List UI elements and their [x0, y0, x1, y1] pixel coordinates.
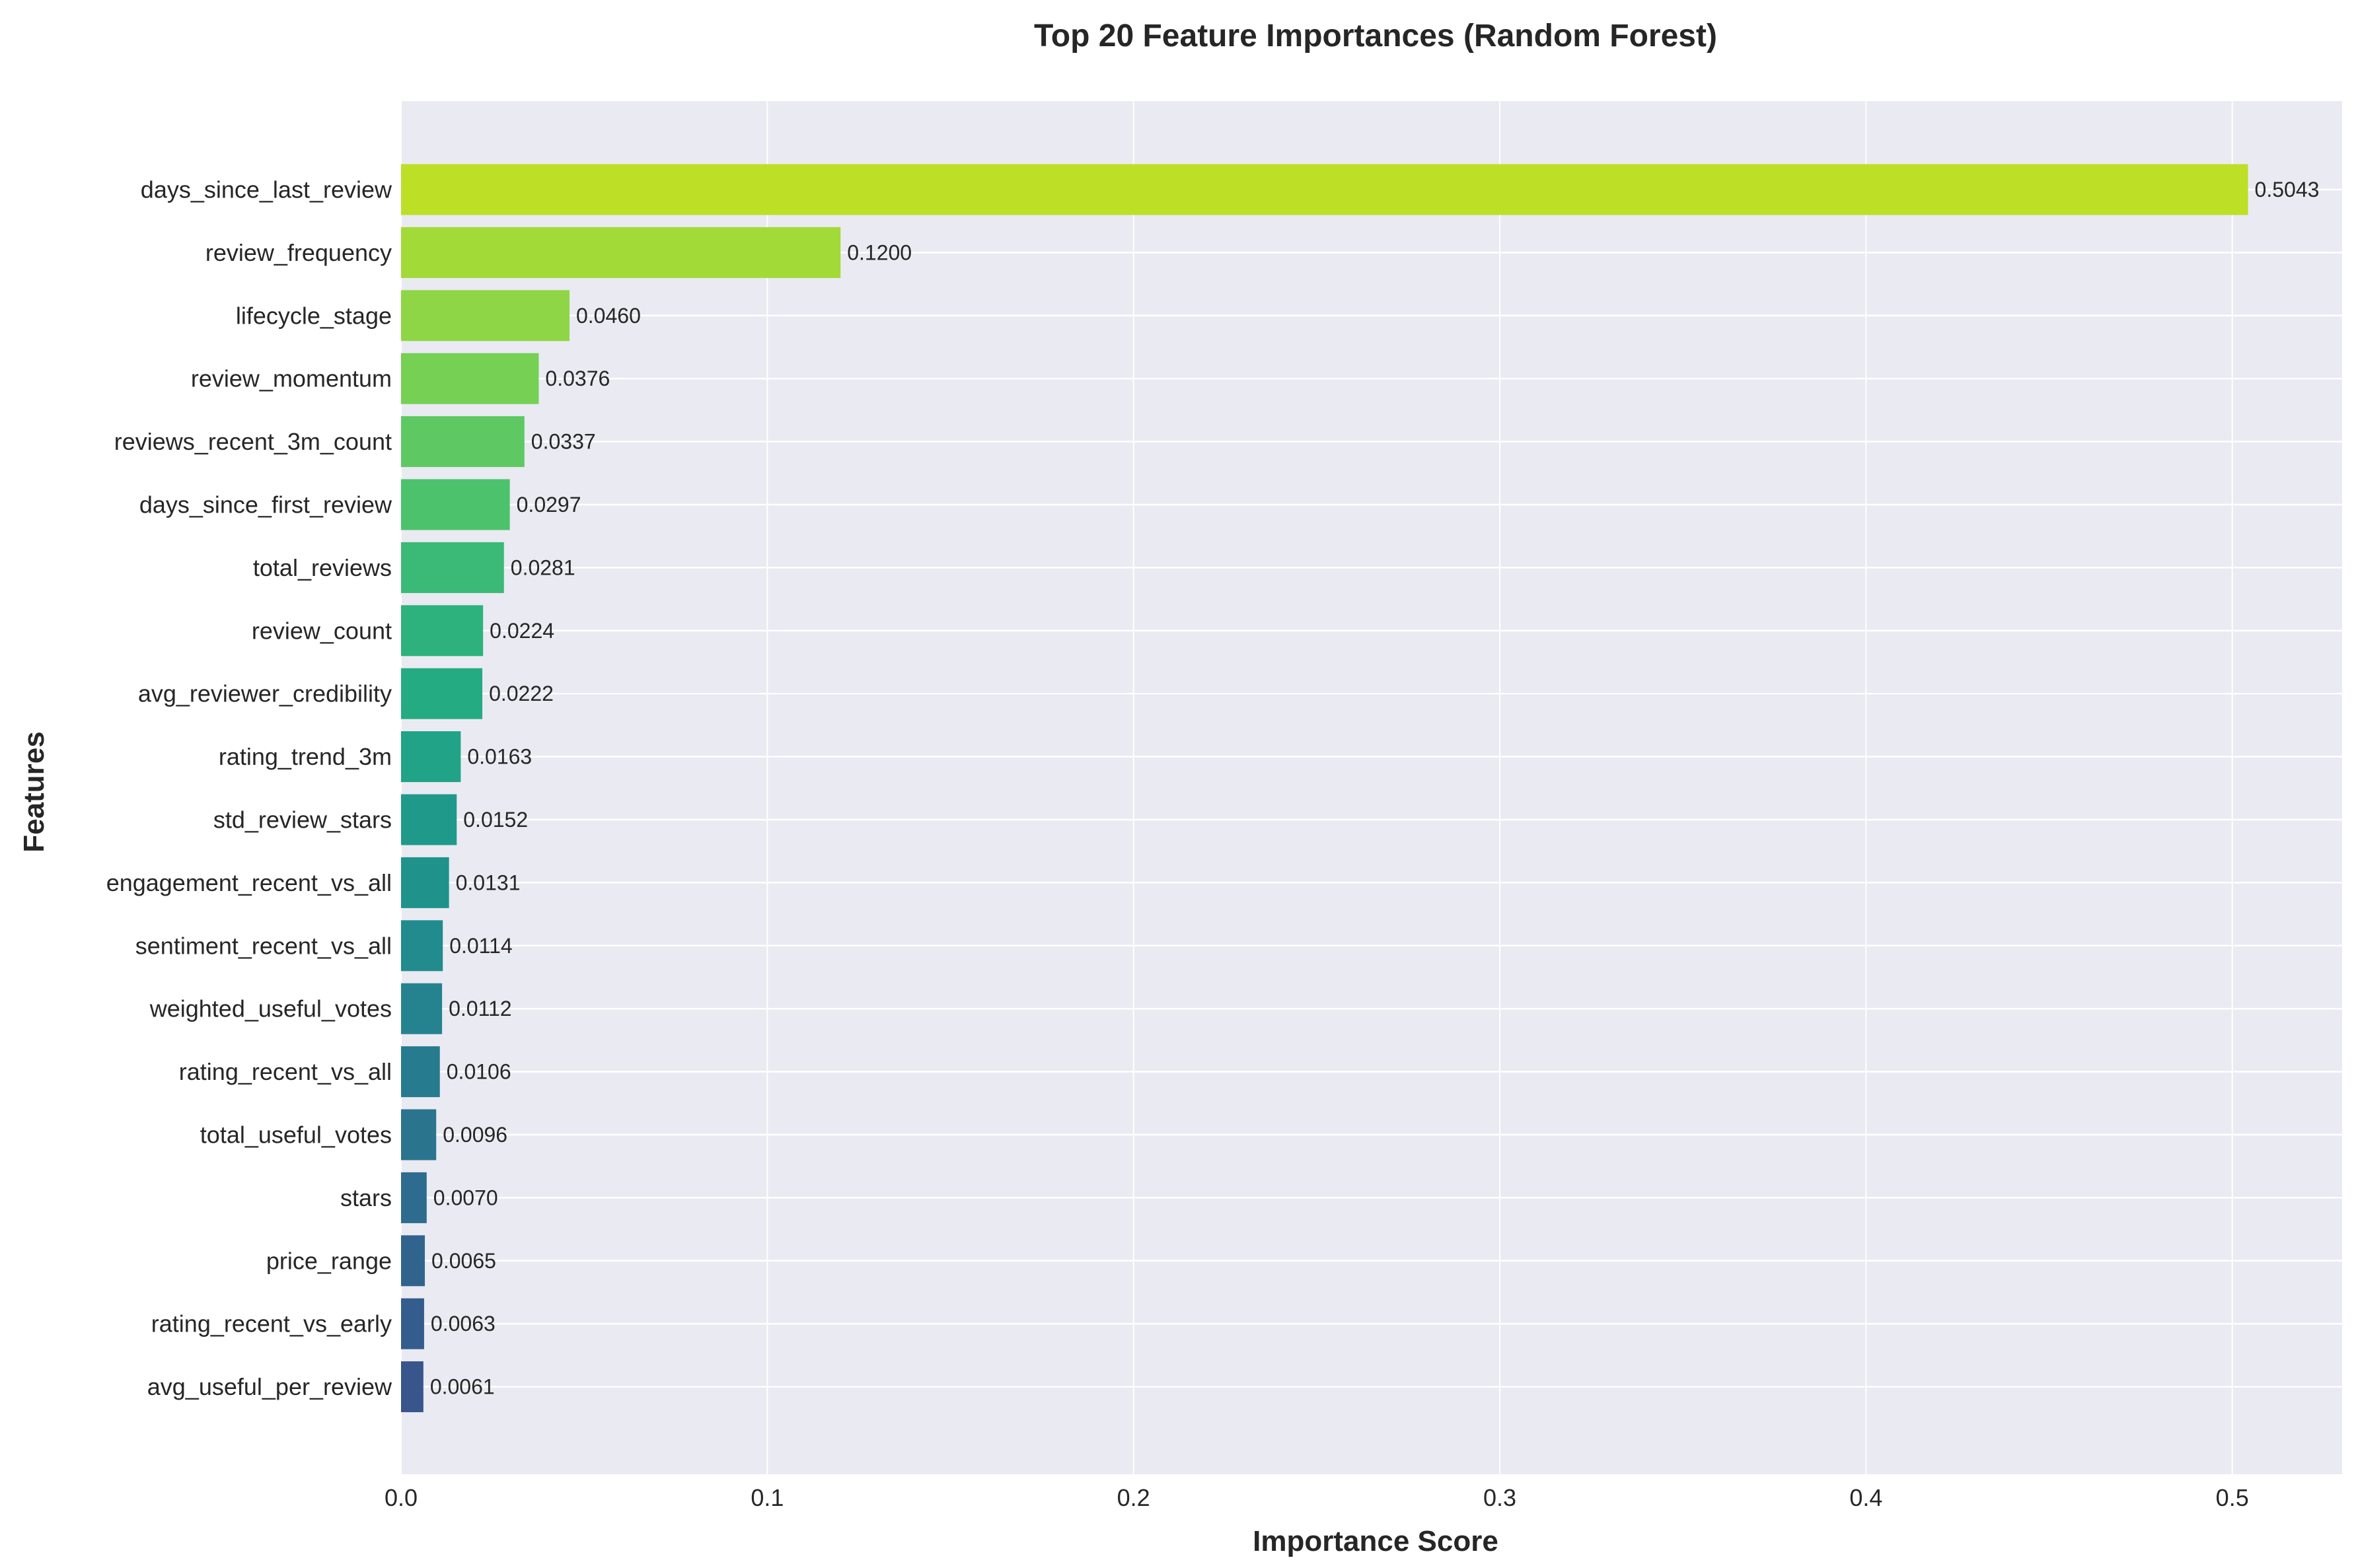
chart-title: Top 20 Feature Importances (Random Fores… — [1034, 18, 1717, 53]
bar-lifecycle-stage — [401, 290, 570, 341]
data-label: 0.0063 — [431, 1312, 496, 1336]
y-tick-label: rating_trend_3m — [219, 743, 392, 770]
bar-total-reviews — [401, 542, 504, 593]
y-tick-label: review_momentum — [191, 365, 392, 392]
data-label: 0.0065 — [431, 1249, 496, 1273]
y-tick-label: days_since_first_review — [139, 491, 392, 518]
bar-days-since-last-review — [401, 164, 2248, 215]
plot-background — [401, 101, 2342, 1474]
y-tick-label: weighted_useful_votes — [149, 995, 392, 1022]
grid-lines — [400, 101, 2342, 1474]
data-label: 0.0222 — [489, 682, 554, 705]
data-label: 0.0224 — [490, 619, 554, 643]
x-tick-label: 0.2 — [1117, 1484, 1150, 1511]
bar-reviews-recent-3m-count — [401, 416, 525, 468]
bar-review-count — [401, 605, 484, 657]
data-label: 0.0070 — [433, 1186, 498, 1209]
data-label: 0.0106 — [447, 1060, 511, 1084]
data-label: 0.0096 — [443, 1123, 507, 1147]
y-tick-label: total_reviews — [253, 554, 392, 581]
y-tick-labels: days_since_last_review review_frequencyli… — [106, 176, 392, 1401]
bar-price-range — [401, 1235, 425, 1287]
y-tick-label: avg_useful_per_review — [147, 1373, 392, 1400]
data-labels: 0.5043 0.1200 0.0460 0.0376 0.0337 0.0297 0.02… — [430, 178, 2320, 1399]
bar-engagement-recent-vs-all — [401, 857, 449, 908]
y-tick-label: engagement_recent_vs_all — [106, 869, 392, 896]
y-tick-label: reviews_recent_3m_count — [114, 428, 392, 455]
x-tick-label: 0.5 — [2216, 1484, 2249, 1511]
y-tick-label: rating_recent_vs_early — [151, 1310, 392, 1337]
y-tick-label: std_review_stars — [213, 806, 392, 834]
x-tick-label: 0.4 — [1849, 1484, 1882, 1511]
bar-weighted-useful-votes — [401, 983, 443, 1034]
x-tick-label: 0.1 — [751, 1484, 784, 1511]
data-label: 0.0152 — [463, 808, 528, 832]
data-label: 0.0112 — [449, 997, 512, 1020]
data-label: 0.0061 — [430, 1375, 495, 1399]
data-label: 0.5043 — [2255, 178, 2320, 201]
bar-avg-reviewer-credibility — [401, 668, 483, 719]
data-label: 0.0114 — [449, 934, 513, 958]
bar-rating-trend-3m — [401, 731, 461, 783]
bar-stars — [401, 1172, 427, 1223]
data-label: 0.1200 — [847, 240, 912, 264]
y-tick-label: days_since_last_review — [141, 176, 392, 203]
bar-std-review-stars — [401, 794, 457, 845]
bars — [401, 164, 2248, 1413]
y-tick-label: total_useful_votes — [200, 1122, 392, 1149]
x-tick-label: 0.3 — [1483, 1484, 1516, 1511]
data-label: 0.0297 — [517, 493, 581, 517]
data-label: 0.0281 — [511, 555, 575, 579]
data-label: 0.0131 — [456, 871, 521, 894]
data-label: 0.0460 — [576, 304, 641, 328]
bar-sentiment-recent-vs-all — [401, 920, 443, 972]
y-tick-label: stars — [340, 1184, 392, 1211]
bar-rating-recent-vs-all — [401, 1046, 440, 1098]
x-tick-labels: 0.0 0.1 0.2 0.3 0.4 0.5 — [385, 1484, 2249, 1511]
x-tick-label: 0.0 — [385, 1484, 418, 1511]
data-label: 0.0337 — [531, 430, 596, 454]
data-label: 0.0376 — [545, 367, 610, 390]
y-tick-label: lifecycle_stage — [236, 302, 392, 329]
y-tick-label: avg_reviewer_credibility — [138, 680, 392, 707]
y-tick-label: review_count — [252, 617, 392, 644]
y-tick-label: price_range — [266, 1247, 392, 1274]
y-tick-label: review_frequency — [205, 239, 392, 266]
data-label: 0.0163 — [467, 745, 532, 769]
y-tick-label: rating_recent_vs_all — [179, 1058, 392, 1085]
bar-avg-useful-per-review — [401, 1361, 424, 1413]
bar-review-frequency — [401, 227, 841, 278]
x-axis-label: Importance Score — [1253, 1525, 1498, 1557]
bar-days-since-first-review — [401, 479, 510, 530]
y-tick-label: sentiment_recent_vs_all — [135, 932, 392, 959]
bar-total-useful-votes — [401, 1109, 437, 1160]
bar-review-momentum — [401, 353, 539, 404]
bar-rating-recent-vs-early — [401, 1298, 424, 1349]
y-axis-label: Features — [18, 731, 50, 852]
